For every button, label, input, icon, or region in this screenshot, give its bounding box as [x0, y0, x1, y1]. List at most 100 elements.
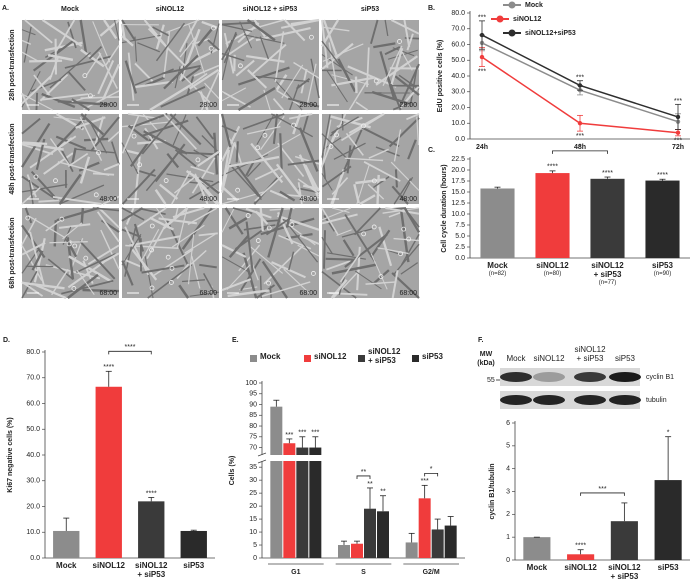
cell — [221, 154, 269, 177]
cell — [82, 288, 120, 293]
cell — [384, 46, 401, 56]
legend-swatch — [358, 355, 365, 362]
round-cell — [53, 178, 58, 184]
y-tick-label: 5 — [506, 443, 510, 450]
y-tick-label: 0 — [506, 557, 510, 564]
timestamp: 68:00 — [199, 290, 217, 297]
cell — [29, 231, 45, 285]
bar — [444, 525, 457, 558]
category-name: siP53 — [657, 563, 679, 572]
cell — [90, 124, 108, 154]
category-name: siNOL12 — [92, 561, 125, 570]
cell — [321, 165, 352, 188]
cell — [201, 20, 220, 30]
cell — [306, 63, 317, 105]
cell — [121, 233, 142, 266]
category-name: Mock — [487, 261, 508, 270]
cell — [79, 116, 103, 162]
cell — [378, 226, 393, 267]
cell — [341, 113, 344, 131]
legend-label: siP53 — [422, 352, 443, 361]
cell — [201, 134, 220, 154]
cell — [64, 55, 112, 69]
cell — [163, 31, 171, 78]
cell — [393, 129, 402, 162]
cell — [277, 214, 320, 231]
cell — [101, 63, 121, 101]
category-name: siP53 — [652, 261, 673, 270]
y-tick-label: 17.5 — [451, 178, 465, 185]
comparison-bracket — [356, 475, 371, 479]
cell — [67, 71, 86, 92]
cell — [227, 289, 270, 298]
cell — [298, 127, 319, 172]
micrograph — [121, 207, 220, 299]
y-tick-label: 20.0 — [26, 503, 40, 510]
x-tick-label: 24h — [476, 144, 488, 151]
significance: *** — [478, 68, 486, 75]
round-cell — [289, 222, 295, 227]
cell — [232, 207, 253, 215]
cell — [355, 101, 369, 111]
cell — [90, 116, 120, 152]
timestamp: 28:00 — [199, 102, 217, 109]
y-tick-label: 70.0 — [26, 375, 40, 382]
round-cell — [83, 255, 89, 261]
y-tick-label: 75 — [249, 434, 257, 441]
cell — [38, 199, 59, 203]
cell — [129, 134, 155, 167]
cell — [353, 207, 381, 236]
significance: *** — [298, 430, 306, 437]
cell — [403, 207, 420, 233]
cell — [121, 207, 145, 221]
cell — [204, 82, 220, 99]
cell — [331, 263, 377, 275]
cell — [184, 233, 216, 254]
cell — [391, 185, 409, 205]
cell — [416, 116, 420, 146]
round-cell — [238, 63, 243, 69]
cell — [87, 244, 120, 265]
cell — [210, 23, 220, 54]
round-cell — [211, 25, 216, 31]
cell — [124, 60, 138, 94]
cell — [345, 132, 364, 156]
micrograph — [220, 113, 320, 205]
significance: *** — [311, 430, 319, 437]
cell — [322, 19, 338, 56]
round-cell — [334, 132, 339, 138]
row-label: 68h post-transfection — [9, 217, 16, 288]
x-tick-label: G2/M — [423, 569, 440, 576]
cell — [163, 54, 199, 90]
cell — [47, 258, 74, 280]
round-cell — [373, 78, 379, 84]
cell — [21, 281, 65, 290]
band-label: tubulin — [646, 397, 667, 404]
cell — [79, 156, 91, 184]
y-tick-label: 20.0 — [451, 104, 465, 111]
bar — [296, 447, 309, 558]
comparison-label: **** — [125, 344, 136, 351]
cell — [275, 74, 288, 91]
cell — [272, 113, 279, 145]
cell — [21, 51, 39, 62]
cell — [344, 233, 388, 268]
y-tick-label: 80.0 — [26, 349, 40, 356]
cell — [261, 260, 289, 299]
cell — [337, 58, 357, 93]
cell — [382, 45, 403, 87]
round-cell — [328, 144, 334, 149]
cell — [235, 141, 239, 163]
cell — [324, 137, 342, 150]
cell — [221, 278, 252, 292]
y-tick-label: 15.0 — [451, 189, 465, 196]
y-tick-label: 70 — [249, 444, 257, 451]
cell — [221, 185, 239, 202]
cell — [392, 47, 415, 57]
cell — [336, 229, 352, 236]
legend-label: siNOL12+siP53 — [525, 30, 576, 37]
bar — [535, 173, 570, 258]
cell — [35, 92, 39, 111]
cell — [134, 36, 138, 62]
significance: *** — [478, 15, 486, 22]
